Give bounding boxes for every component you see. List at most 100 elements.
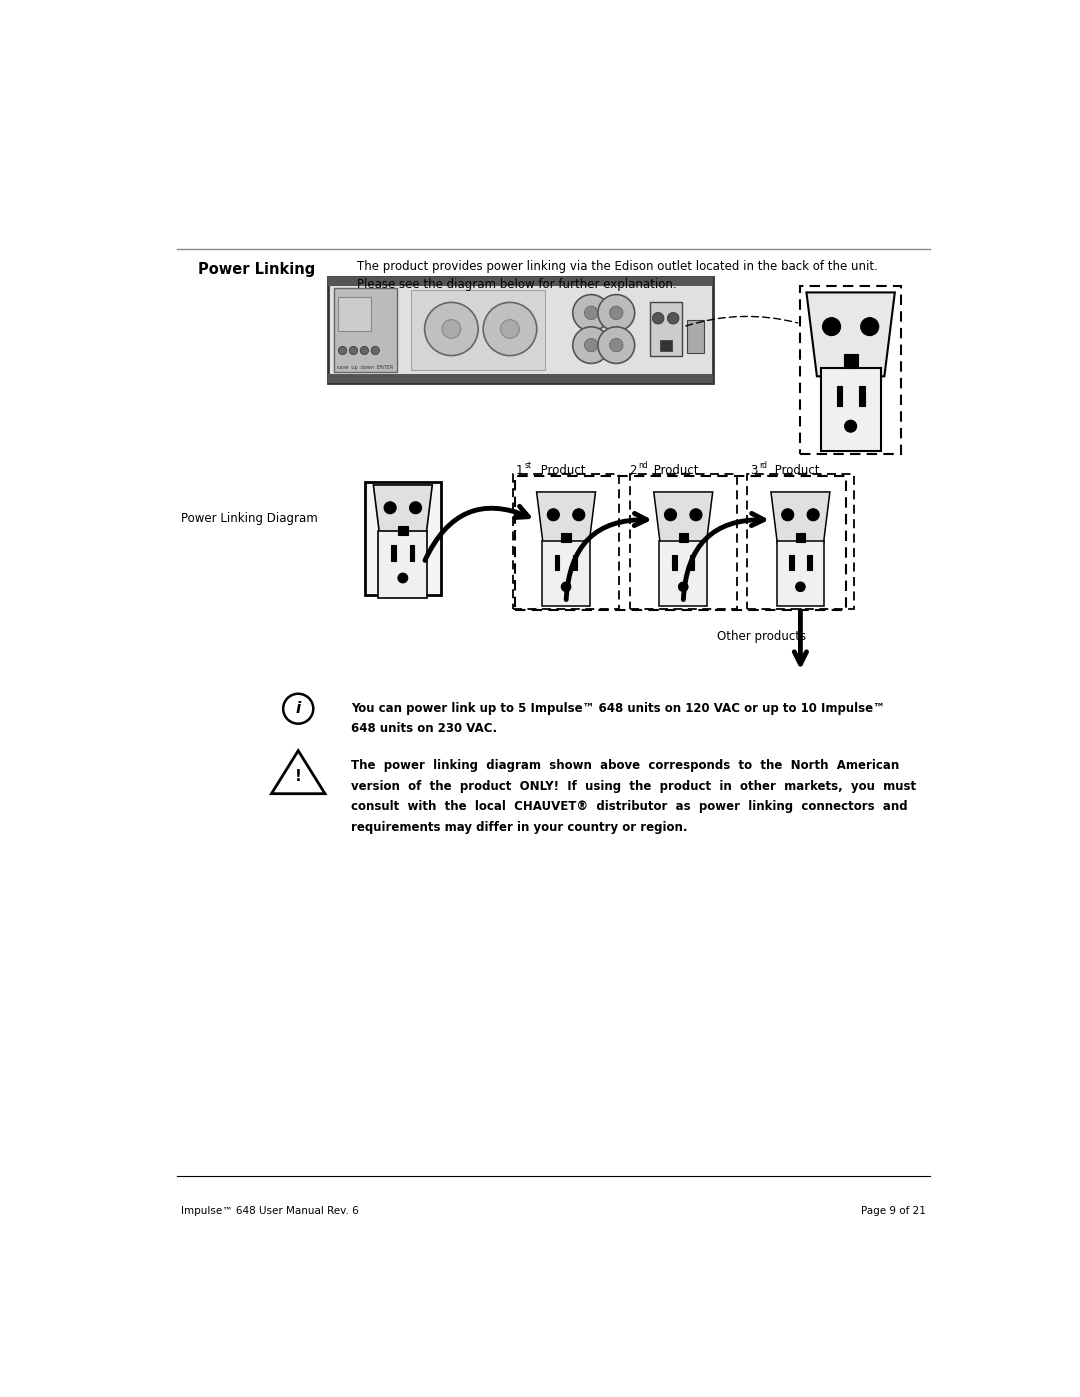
Bar [678, 532, 688, 542]
Ellipse shape [372, 346, 379, 355]
Text: Power Linking: Power Linking [198, 263, 315, 277]
Ellipse shape [397, 573, 408, 583]
Polygon shape [771, 492, 829, 548]
Bar [837, 386, 842, 405]
Ellipse shape [349, 346, 357, 355]
Bar [800, 286, 901, 454]
Bar [796, 532, 805, 542]
Ellipse shape [501, 320, 519, 338]
Bar [327, 278, 713, 286]
Ellipse shape [442, 320, 461, 338]
Ellipse shape [652, 313, 664, 324]
Ellipse shape [861, 317, 879, 335]
Polygon shape [537, 492, 595, 548]
Text: requirements may differ in your country or region.: requirements may differ in your country … [351, 820, 688, 834]
Polygon shape [271, 750, 325, 793]
Bar [327, 374, 713, 383]
Bar [399, 525, 407, 535]
Text: Power Linking Diagram: Power Linking Diagram [181, 511, 318, 525]
Bar [411, 291, 545, 370]
Ellipse shape [782, 509, 794, 521]
Bar [327, 278, 713, 383]
Polygon shape [653, 492, 713, 548]
Bar [859, 386, 865, 405]
Ellipse shape [409, 502, 421, 514]
Bar [660, 339, 672, 351]
Ellipse shape [572, 327, 609, 363]
Bar [777, 541, 824, 606]
Ellipse shape [823, 317, 840, 335]
Text: You can power link up to 5 Impulse™ 648 units on 120 VAC or up to 10 Impulse™: You can power link up to 5 Impulse™ 648 … [351, 703, 885, 715]
Ellipse shape [584, 338, 598, 352]
Bar [513, 474, 620, 609]
Text: rd: rd [759, 461, 768, 469]
Bar [690, 555, 694, 570]
Bar [821, 369, 881, 451]
Bar [650, 302, 681, 356]
Bar [572, 555, 577, 570]
Bar [542, 541, 590, 606]
Bar [688, 320, 704, 352]
Polygon shape [374, 485, 432, 541]
Text: 2: 2 [629, 464, 636, 478]
Bar [515, 475, 847, 610]
Ellipse shape [338, 346, 347, 355]
Text: Other products: Other products [717, 630, 806, 643]
Ellipse shape [598, 327, 635, 363]
Text: Product: Product [650, 464, 699, 478]
Ellipse shape [609, 306, 623, 320]
Ellipse shape [360, 346, 368, 355]
Bar [747, 474, 854, 609]
Bar [562, 532, 570, 542]
Ellipse shape [598, 295, 635, 331]
Text: consult  with  the  local  CHAUVET®  distributor  as  power  linking  connectors: consult with the local CHAUVET® distribu… [351, 800, 907, 813]
Polygon shape [807, 292, 895, 376]
Bar [365, 482, 441, 595]
Text: !: ! [295, 768, 301, 784]
Text: i: i [296, 701, 301, 717]
Bar [409, 545, 415, 562]
Text: Impulse™ 648 User Manual Rev. 6: Impulse™ 648 User Manual Rev. 6 [181, 1206, 359, 1215]
Text: version  of  the  product  ONLY!  If  using  the  product  in  other  markets,  : version of the product ONLY! If using th… [351, 780, 916, 792]
Text: save  up  down  ENTER: save up down ENTER [337, 365, 393, 370]
Ellipse shape [572, 295, 609, 331]
Ellipse shape [678, 583, 688, 591]
Text: The  power  linking  diagram  shown  above  corresponds  to  the  North  America: The power linking diagram shown above co… [351, 760, 900, 773]
Ellipse shape [796, 583, 806, 591]
Ellipse shape [384, 502, 396, 514]
Bar [338, 296, 372, 331]
Ellipse shape [667, 313, 679, 324]
Bar [843, 353, 858, 367]
Ellipse shape [845, 420, 856, 432]
Text: 3: 3 [751, 464, 757, 478]
Ellipse shape [584, 306, 598, 320]
Ellipse shape [609, 338, 623, 352]
Bar [630, 474, 737, 609]
Ellipse shape [572, 509, 584, 521]
Text: 648 units on 230 VAC.: 648 units on 230 VAC. [351, 722, 497, 735]
Text: st: st [525, 461, 532, 469]
Bar [391, 545, 396, 562]
Ellipse shape [283, 694, 313, 724]
Ellipse shape [690, 509, 702, 521]
Ellipse shape [562, 583, 571, 591]
Text: The product provides power linking via the Edison outlet located in the back of : The product provides power linking via t… [356, 260, 878, 274]
Bar [555, 555, 559, 570]
Text: Please see the diagram below for further explanation.: Please see the diagram below for further… [356, 278, 676, 292]
Bar [334, 288, 397, 372]
Text: nd: nd [638, 461, 648, 469]
Bar [807, 555, 811, 570]
Bar [660, 541, 707, 606]
Bar [672, 555, 676, 570]
Bar [378, 531, 428, 598]
Ellipse shape [483, 302, 537, 356]
Ellipse shape [424, 302, 478, 356]
Text: Page 9 of 21: Page 9 of 21 [861, 1206, 926, 1215]
Bar [789, 555, 794, 570]
Ellipse shape [664, 509, 676, 521]
Ellipse shape [807, 509, 819, 521]
Ellipse shape [548, 509, 559, 521]
Text: 1: 1 [516, 464, 524, 478]
Text: Product: Product [771, 464, 820, 478]
Text: Product: Product [537, 464, 585, 478]
